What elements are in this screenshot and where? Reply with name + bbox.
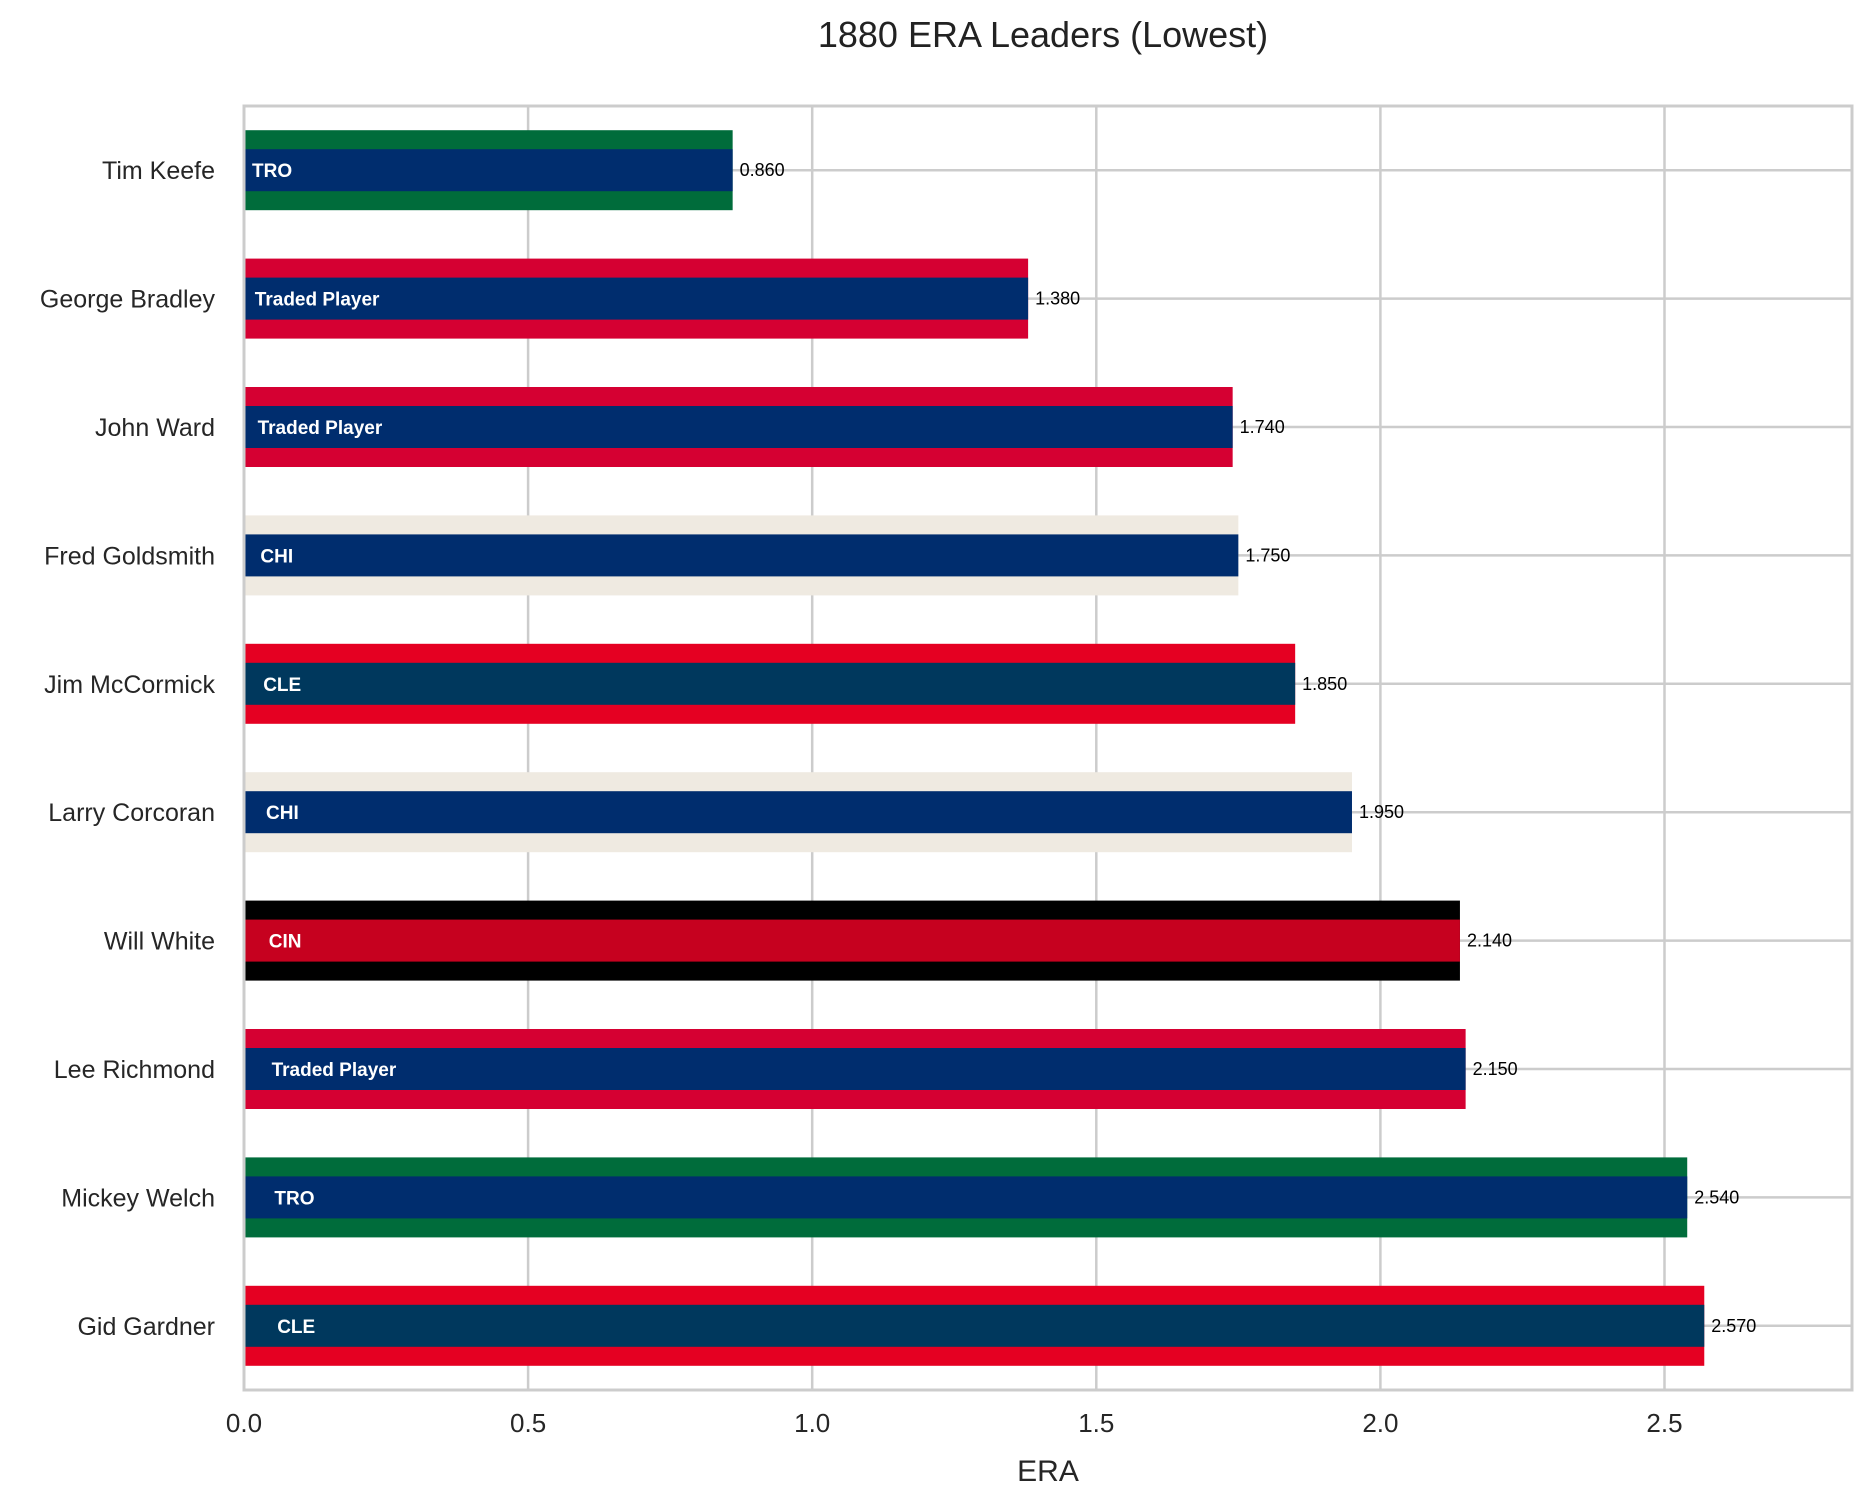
bar-team-label: TRO [274, 1188, 314, 1209]
bar-team-label: TRO [252, 161, 292, 182]
bar-inner [244, 919, 1460, 962]
x-axis-label: ERA [1017, 1455, 1079, 1488]
y-tick-label: George Bradley [40, 286, 216, 314]
y-tick-label: Will White [104, 928, 215, 956]
y-tick-label: Tim Keefe [102, 157, 215, 185]
x-tick-label: 1.5 [1078, 1408, 1114, 1438]
bar-group: TRO 2.540 [244, 1157, 1739, 1238]
y-tick-label: Mickey Welch [61, 1184, 215, 1212]
bar-team-label: CLE [277, 1317, 315, 1338]
bar-inner [244, 406, 1233, 448]
bar-inner [244, 534, 1239, 577]
bar-value-label: 1.850 [1302, 674, 1347, 694]
bar-inner [244, 791, 1352, 834]
bar-value-label: 1.750 [1245, 545, 1290, 565]
bar-team-label: CIN [269, 932, 302, 953]
plot-frame [242, 104, 1854, 1392]
y-tick-label: Fred Goldsmith [44, 542, 215, 570]
x-tick-label: 0.5 [510, 1408, 546, 1438]
bar-inner [244, 149, 733, 192]
x-tick-label: 2.0 [1362, 1408, 1398, 1438]
y-tick-label: Lee Richmond [54, 1056, 215, 1084]
bar-team-label: CHI [266, 803, 299, 824]
x-tick-label: 0.0 [226, 1408, 262, 1438]
bar-inner [244, 662, 1296, 705]
y-tick-label: John Ward [95, 414, 215, 442]
y-tick-label: Larry Corcoran [48, 799, 215, 827]
bar-inner [244, 1304, 1705, 1347]
bar-value-label: 2.150 [1473, 1059, 1518, 1079]
bar-value-label: 2.140 [1467, 931, 1512, 951]
y-tick-labels: Tim Keefe George Bradley John Ward Fred Gol… [40, 157, 216, 1341]
bar-inner [244, 1176, 1688, 1219]
x-tick-label: 1.0 [794, 1408, 830, 1438]
x-tick-label: 2.5 [1646, 1408, 1682, 1438]
bar-inner [244, 277, 1029, 320]
bar-value-label: 0.860 [740, 160, 785, 180]
chart-title: 1880 ERA Leaders (Lowest) [818, 14, 1268, 55]
bar-group: Traded Player 1.380 [244, 258, 1080, 339]
bar-value-label: 2.540 [1694, 1187, 1739, 1207]
bar-team-label: Traded Player [255, 290, 380, 311]
bar-group: CIN 2.140 [244, 900, 1512, 981]
bar-group: Traded Player 1.740 [244, 387, 1285, 467]
bar-value-label: 1.380 [1035, 289, 1080, 309]
bar-team-label: CHI [260, 546, 293, 567]
bar-value-label: 1.740 [1240, 417, 1285, 437]
bar-team-label: CLE [263, 675, 301, 696]
bar-value-label: 2.570 [1711, 1316, 1756, 1336]
bars: TRO 0.860 Traded Player 1.380 Traded Player 1… [244, 130, 1756, 1366]
bar-group: CHI 1.750 [244, 515, 1290, 596]
bar-group: CLE 2.570 [244, 1285, 1756, 1366]
bar-team-label: Traded Player [258, 418, 383, 439]
bar-group: Traded Player 2.150 [244, 1029, 1518, 1109]
bar-group: CHI 1.950 [244, 772, 1404, 853]
y-tick-label: Jim McCormick [44, 671, 215, 699]
x-tick-labels: 0.0 0.5 1.0 1.5 2.0 2.5 [226, 1408, 1683, 1438]
bar-team-label: Traded Player [272, 1060, 397, 1081]
bar-group: TRO 0.860 [244, 130, 785, 211]
bar-inner [244, 1048, 1466, 1090]
bar-value-label: 1.950 [1359, 802, 1404, 822]
bar-group: CLE 1.850 [244, 643, 1347, 724]
y-tick-label: Gid Gardner [77, 1313, 215, 1341]
